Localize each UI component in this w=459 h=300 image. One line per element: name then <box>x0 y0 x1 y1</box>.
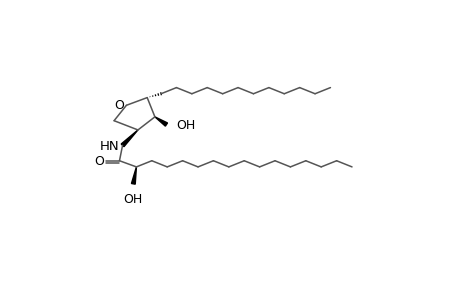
Text: O: O <box>94 155 103 168</box>
Text: OH: OH <box>123 193 143 206</box>
Polygon shape <box>121 130 138 147</box>
Polygon shape <box>155 117 167 126</box>
Text: HN: HN <box>100 140 119 153</box>
Text: OH: OH <box>176 119 195 132</box>
Text: O: O <box>114 99 124 112</box>
Polygon shape <box>131 167 136 184</box>
